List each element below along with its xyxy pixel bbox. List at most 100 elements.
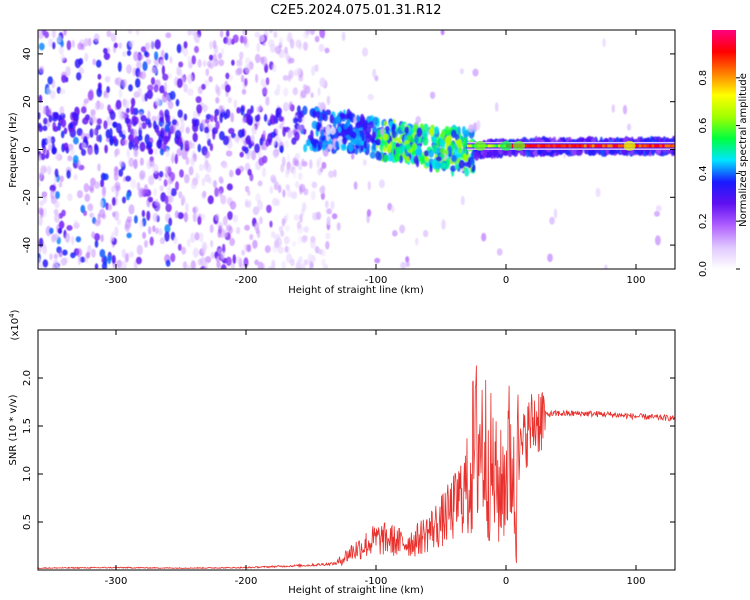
spectrogram-blob [468,124,474,133]
spectrogram-blob [217,248,222,255]
spectrogram-blob [201,83,206,90]
spectrogram-blob [165,203,172,213]
spectrogram-blob [38,263,44,269]
spectrogram-blob [303,30,309,39]
spectrogram-blob [355,121,361,129]
spectrogram-blob [121,248,126,258]
spectrogram-blob [356,135,362,146]
spectrogram-blob [369,151,376,159]
spectrogram-blob [123,111,128,118]
spectrogram-blob [262,155,268,164]
spectrogram-blob [220,251,226,260]
spectrogram-blob [395,146,401,156]
spectrogram-blob [432,143,437,154]
snr-x-label: Height of straight line (km) [288,585,424,596]
spectrogram-blob [393,153,400,163]
spectrogram-blob [165,259,171,267]
spectrogram-blob [60,54,66,62]
spectrogram-marks [38,30,675,269]
spectrogram-blob [236,59,240,67]
carrier-core-segment [578,144,583,148]
spectrogram-blob [137,87,142,98]
spectrogram-blob [147,121,152,129]
spectrogram-blob [317,141,323,151]
spectrogram-blob [89,187,94,194]
spectrogram-blob [63,127,68,135]
spectrogram-blob [611,104,615,113]
spectrogram-blob [217,221,224,230]
spectrogram-blob [138,121,143,131]
spectrogram-blob [192,110,198,120]
carrier-blob [513,140,525,151]
spectrogram-blob [320,185,326,194]
spectrogram-blob [519,149,524,156]
spectrogram-blob [294,131,300,141]
spectrogram-blob [286,189,292,198]
spectrogram-blob [38,237,44,248]
spectrogram-blob [297,235,302,245]
spectrogram-blob [196,104,203,114]
spectrogram-blob [76,72,82,81]
spectrogram-blob [92,58,96,66]
spectrogram-blob [210,60,217,67]
spectrogram-blob [141,210,146,218]
spectrogram-blob [67,193,73,202]
spectrogram-blob [83,183,90,193]
spectrogram-blob [220,264,227,269]
spectrogram-blob [80,204,86,214]
carrier-core-segment [610,144,614,148]
spectrogram-blob [220,48,225,56]
spectrogram-blob [116,218,122,226]
spectrogram-blob [444,149,449,156]
spectrogram-blob [337,126,342,133]
spectrogram-blob [49,184,56,192]
spectrogram-blob [147,84,154,92]
spectrogram-blob [93,181,101,189]
spectrogram-blob [226,30,230,38]
carrier-core-segment [495,144,500,148]
spectrogram-blob [57,227,63,234]
spectrogram-blob [289,38,295,49]
spectrogram-blob [655,205,662,212]
spectrogram-blob [245,135,252,145]
spectrogram-blob [103,120,108,130]
spectrogram-blob [98,134,102,143]
spectrogram-blob [444,125,450,135]
spectrogram-blob [207,195,214,205]
spectrogram-blob [107,254,112,265]
spectrogram-blob [69,122,74,129]
spectrogram-blob [147,196,154,203]
spectrogram-blob [356,114,360,122]
spectrogram-y-tick-label: 20 [22,95,33,108]
spectrogram-blob [56,35,62,43]
spectrogram-blob [128,84,133,92]
spectrogram-blob [371,131,377,140]
spectrogram-blob [341,136,348,145]
spectrogram-blob [494,102,499,112]
spectrogram-blob [139,220,144,229]
spectrogram-blob [415,237,419,246]
spectrogram-blob [133,51,140,62]
spectrogram-blob [125,223,130,233]
carrier-core-segment [659,144,664,148]
spectrogram-blob [134,215,138,224]
spectrogram-blob [210,252,216,259]
spectrogram-blob [72,155,79,164]
spectrogram-blob [159,185,164,192]
spectrogram-blob [54,168,59,178]
spectrogram-blob [380,127,384,136]
spectrogram-blob [42,207,47,218]
spectrogram-blob [170,123,176,134]
spectrogram-blob [77,42,83,50]
spectrogram-blob [247,152,251,160]
spectrogram-blob [227,96,232,104]
spectrogram-blob [303,143,308,153]
spectrogram-blob [185,156,190,166]
spectrogram-blob [210,239,214,248]
spectrogram-blob [291,241,296,247]
spectrogram-blob [254,53,261,64]
spectrogram-blob [276,237,282,248]
spectrogram-blob [462,148,468,154]
spectrogram-blob [181,246,187,255]
